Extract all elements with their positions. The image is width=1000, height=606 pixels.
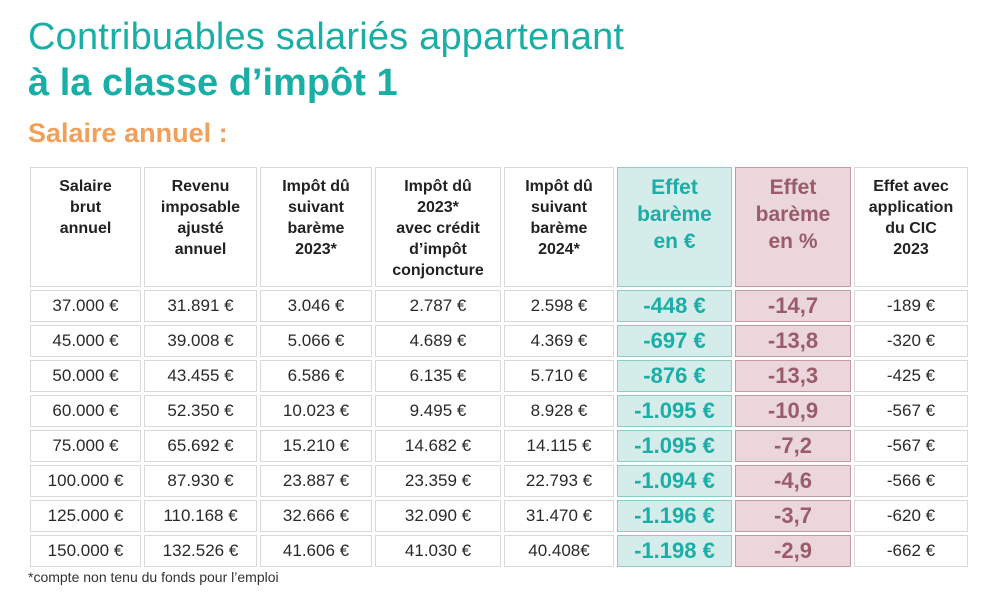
cell-taxable-income: 31.891 € bbox=[144, 290, 257, 322]
table-row: 150.000 €132.526 €41.606 €41.030 €40.408… bbox=[30, 535, 968, 567]
cell-tax-2023: 32.666 € bbox=[260, 500, 372, 532]
page-title-bold: à la classe d’impôt 1 bbox=[28, 62, 398, 104]
cell-taxable-income: 110.168 € bbox=[144, 500, 257, 532]
table-row: 50.000 €43.455 €6.586 €6.135 €5.710 € -87… bbox=[30, 360, 968, 392]
cell-effect-cic: -567 € bbox=[854, 395, 968, 427]
cell-gross-salary: 37.000 € bbox=[30, 290, 141, 322]
cell-effect-cic: -620 € bbox=[854, 500, 968, 532]
cell-tax-2023-credit: 9.495 € bbox=[375, 395, 501, 427]
cell-tax-2023-credit: 41.030 € bbox=[375, 535, 501, 567]
cell-effect-eur: -1.094 € bbox=[617, 465, 732, 497]
cell-effect-eur: -1.095 € bbox=[617, 395, 732, 427]
cell-gross-salary: 45.000 € bbox=[30, 325, 141, 357]
table-row: 125.000 €110.168 €32.666 €32.090 €31.470… bbox=[30, 500, 968, 532]
cell-tax-2024: 40.408€ bbox=[504, 535, 614, 567]
header-taxable-income: Revenu imposable ajusté annuel bbox=[144, 167, 257, 287]
cell-gross-salary: 75.000 € bbox=[30, 430, 141, 462]
cell-tax-2023-credit: 2.787 € bbox=[375, 290, 501, 322]
cell-effect-pct: -7,2 bbox=[735, 430, 851, 462]
cell-taxable-income: 132.526 € bbox=[144, 535, 257, 567]
footnote: *compte non tenu du fonds pour l’emploi bbox=[28, 569, 279, 585]
cell-gross-salary: 50.000 € bbox=[30, 360, 141, 392]
cell-tax-2023: 3.046 € bbox=[260, 290, 372, 322]
table-row: 100.000 €87.930 €23.887 €23.359 €22.793 … bbox=[30, 465, 968, 497]
cell-tax-2023: 23.887 € bbox=[260, 465, 372, 497]
cell-tax-2024: 22.793 € bbox=[504, 465, 614, 497]
cell-effect-eur: -448 € bbox=[617, 290, 732, 322]
cell-effect-pct: -3,7 bbox=[735, 500, 851, 532]
page-title: Contribuables salariés appartenant bbox=[28, 16, 625, 58]
header-effect-pct: Effet barème en % bbox=[735, 167, 851, 287]
header-gross-salary: Salaire brut annuel bbox=[30, 167, 141, 287]
cell-taxable-income: 65.692 € bbox=[144, 430, 257, 462]
header-tax-2023: Impôt dû suivant barème 2023* bbox=[260, 167, 372, 287]
cell-effect-pct: -14,7 bbox=[735, 290, 851, 322]
cell-effect-eur: -1.095 € bbox=[617, 430, 732, 462]
header-effect-eur: Effet barème en € bbox=[617, 167, 732, 287]
cell-effect-eur: -697 € bbox=[617, 325, 732, 357]
tax-table-container: Salaire brut annuel Revenu imposable ajusté an… bbox=[27, 164, 971, 570]
cell-taxable-income: 39.008 € bbox=[144, 325, 257, 357]
cell-effect-cic: -320 € bbox=[854, 325, 968, 357]
cell-effect-cic: -189 € bbox=[854, 290, 968, 322]
cell-tax-2023-credit: 32.090 € bbox=[375, 500, 501, 532]
header-tax-2023-credit: Impôt dû 2023* avec crédit d’impôt conjonctu… bbox=[375, 167, 501, 287]
cell-effect-eur: -1.198 € bbox=[617, 535, 732, 567]
cell-tax-2023: 15.210 € bbox=[260, 430, 372, 462]
table-row: 45.000 €39.008 €5.066 €4.689 €4.369 € -69… bbox=[30, 325, 968, 357]
cell-effect-pct: -4,6 bbox=[735, 465, 851, 497]
cell-effect-pct: -13,8 bbox=[735, 325, 851, 357]
cell-tax-2024: 14.115 € bbox=[504, 430, 614, 462]
cell-gross-salary: 60.000 € bbox=[30, 395, 141, 427]
cell-effect-cic: -425 € bbox=[854, 360, 968, 392]
cell-tax-2023-credit: 4.689 € bbox=[375, 325, 501, 357]
cell-effect-pct: -2,9 bbox=[735, 535, 851, 567]
cell-effect-pct: -13,3 bbox=[735, 360, 851, 392]
table-header-row: Salaire brut annuel Revenu imposable ajusté an… bbox=[30, 167, 968, 287]
table-row: 37.000 €31.891 €3.046 €2.787 €2.598 € -44… bbox=[30, 290, 968, 322]
header-tax-2024: Impôt dû suivant barème 2024* bbox=[504, 167, 614, 287]
cell-taxable-income: 87.930 € bbox=[144, 465, 257, 497]
cell-tax-2023-credit: 14.682 € bbox=[375, 430, 501, 462]
cell-tax-2024: 4.369 € bbox=[504, 325, 614, 357]
table-row: 75.000 €65.692 €15.210 €14.682 €14.115 €… bbox=[30, 430, 968, 462]
cell-effect-eur: -1.196 € bbox=[617, 500, 732, 532]
cell-gross-salary: 150.000 € bbox=[30, 535, 141, 567]
cell-tax-2023-credit: 6.135 € bbox=[375, 360, 501, 392]
cell-effect-cic: -567 € bbox=[854, 430, 968, 462]
cell-effect-pct: -10,9 bbox=[735, 395, 851, 427]
cell-tax-2023: 6.586 € bbox=[260, 360, 372, 392]
cell-tax-2023-credit: 23.359 € bbox=[375, 465, 501, 497]
cell-tax-2023: 10.023 € bbox=[260, 395, 372, 427]
cell-tax-2024: 31.470 € bbox=[504, 500, 614, 532]
cell-gross-salary: 125.000 € bbox=[30, 500, 141, 532]
cell-tax-2023: 41.606 € bbox=[260, 535, 372, 567]
cell-effect-cic: -662 € bbox=[854, 535, 968, 567]
cell-gross-salary: 100.000 € bbox=[30, 465, 141, 497]
cell-tax-2023: 5.066 € bbox=[260, 325, 372, 357]
cell-taxable-income: 43.455 € bbox=[144, 360, 257, 392]
cell-effect-eur: -876 € bbox=[617, 360, 732, 392]
tax-table: Salaire brut annuel Revenu imposable ajusté an… bbox=[27, 164, 971, 570]
cell-tax-2024: 2.598 € bbox=[504, 290, 614, 322]
table-body: 37.000 €31.891 €3.046 €2.787 €2.598 € -44… bbox=[30, 290, 968, 567]
header-effect-cic: Effet avec application du CIC 2023 bbox=[854, 167, 968, 287]
table-row: 60.000 €52.350 €10.023 €9.495 €8.928 € -1… bbox=[30, 395, 968, 427]
cell-taxable-income: 52.350 € bbox=[144, 395, 257, 427]
section-subtitle: Salaire annuel : bbox=[28, 118, 228, 148]
cell-effect-cic: -566 € bbox=[854, 465, 968, 497]
cell-tax-2024: 5.710 € bbox=[504, 360, 614, 392]
cell-tax-2024: 8.928 € bbox=[504, 395, 614, 427]
